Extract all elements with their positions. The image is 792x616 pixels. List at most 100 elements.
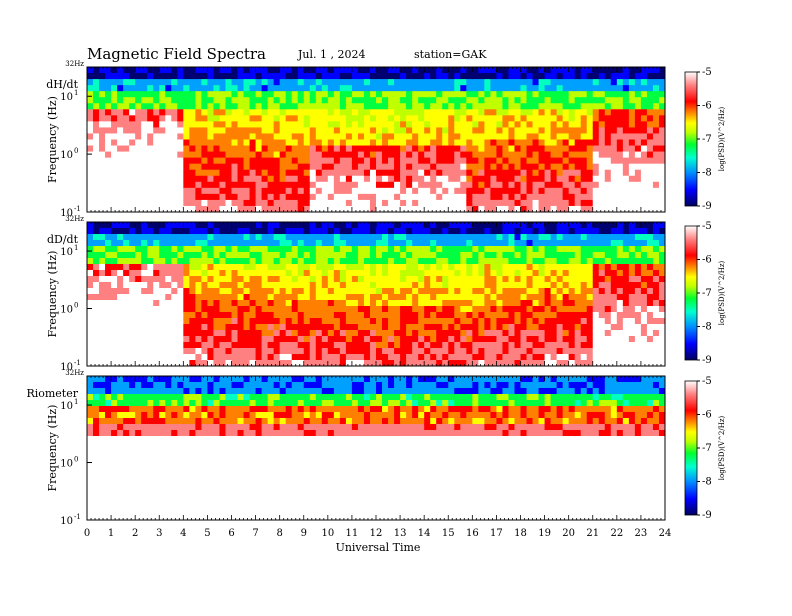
spectrogram-cell [514, 164, 521, 171]
spectrogram-cell [400, 270, 407, 277]
spectrogram-cell [328, 146, 335, 153]
spectrogram-cell [358, 294, 365, 301]
spectrogram-cell [189, 79, 196, 86]
spectrogram-cell [460, 264, 467, 271]
spectrogram-cell [165, 324, 172, 331]
spectrogram-cell [189, 288, 196, 295]
spectrogram-cell [514, 91, 521, 98]
spectrogram-cell [551, 288, 558, 295]
spectrogram-cell [460, 342, 467, 349]
spectrogram-cell [376, 354, 383, 361]
spectrogram-cell [388, 330, 395, 337]
spectrogram-cell [599, 312, 606, 319]
spectrogram-cell [153, 318, 160, 325]
spectrogram-cell [406, 330, 413, 337]
spectrogram-cell [165, 294, 172, 301]
spectrogram-cell [412, 152, 419, 159]
spectrogram-cell [490, 252, 497, 259]
spectrogram-cell [135, 228, 142, 235]
spectrogram-cell [376, 282, 383, 289]
spectrogram-cell [551, 312, 558, 319]
spectrogram-cell [340, 176, 347, 183]
spectrogram-cell [406, 97, 413, 104]
spectrogram-cell [551, 222, 558, 229]
spectrogram-cell [135, 140, 142, 147]
spectrogram-cell [340, 97, 347, 104]
spectrogram-cell [557, 67, 564, 74]
spectrogram-cell [605, 200, 612, 207]
spectrogram-cell [412, 276, 419, 283]
spectrogram-cell [141, 246, 148, 253]
spectrogram-cell [111, 85, 118, 92]
spectrogram-cell [430, 152, 437, 159]
spectrogram-cell [478, 115, 485, 122]
spectrogram-cell [424, 140, 431, 147]
spectrogram-cell [490, 176, 497, 183]
spectrogram-cell [533, 164, 540, 171]
spectrogram-cell [123, 97, 130, 104]
spectrogram-cell [545, 121, 552, 128]
spectrogram-cell [232, 158, 239, 165]
spectrogram-cell [587, 270, 594, 277]
spectrogram-cell [165, 258, 172, 265]
spectrogram-cell [334, 282, 341, 289]
spectrogram-cell [521, 288, 528, 295]
spectrogram-cell [250, 276, 257, 283]
spectrogram-cell [647, 182, 654, 189]
spectrogram-cell [322, 115, 329, 122]
spectrogram-cell [268, 270, 275, 277]
spectrogram-cell [298, 336, 305, 343]
spectrogram-cell [569, 146, 576, 153]
spectrogram-cell [406, 140, 413, 147]
spectrogram-cell [623, 85, 630, 92]
colorbar-tick-label: -7 [702, 134, 712, 145]
spectrogram-cell [346, 200, 353, 207]
spectrogram-cell [334, 152, 341, 159]
spectrogram-cell [322, 182, 329, 189]
spectrogram-cell [310, 121, 317, 128]
spectrogram-cell [454, 252, 461, 259]
spectrogram-cell [388, 146, 395, 153]
spectrogram-cell [171, 73, 178, 80]
spectrogram-cell [406, 228, 413, 235]
spectrogram-cell [232, 264, 239, 271]
spectrogram-cell [460, 133, 467, 140]
spectrogram-cell [508, 312, 515, 319]
spectrogram-cell [617, 342, 624, 349]
spectrogram-cell [587, 300, 594, 307]
spectrogram-cell [545, 282, 552, 289]
spectrogram-cell [521, 200, 528, 207]
spectrogram-cell [569, 234, 576, 241]
spectrogram-cell [310, 79, 317, 86]
spectrogram-cell [316, 188, 323, 195]
spectrogram-cell [141, 146, 148, 153]
spectrogram-cell [183, 252, 190, 259]
spectrogram-cell [316, 79, 323, 86]
spectrogram-cell [569, 85, 576, 92]
spectrogram-cell [99, 79, 106, 86]
spectrogram-cell [599, 152, 606, 159]
spectrogram-cell [93, 336, 100, 343]
spectrogram-cell [430, 234, 437, 241]
spectrogram-cell [207, 228, 214, 235]
spectrogram-cell [147, 115, 154, 122]
spectrogram-cell [466, 67, 473, 74]
spectrogram-cell [99, 342, 106, 349]
spectrogram-cell [454, 103, 461, 110]
spectrogram-cell [448, 342, 455, 349]
spectrogram-cell [508, 127, 515, 134]
spectrogram-cell [490, 152, 497, 159]
spectrogram-cell [370, 109, 377, 116]
spectrogram-cell [629, 282, 636, 289]
spectrogram-cell [394, 182, 401, 189]
spectrogram-cell [430, 79, 437, 86]
spectrogram-cell [436, 170, 443, 177]
spectrogram-cell [551, 176, 558, 183]
spectrogram-cell [201, 67, 208, 74]
spectrogram-cell [87, 109, 94, 116]
spectrogram-cell [111, 182, 118, 189]
spectrogram-cell [286, 348, 293, 355]
spectrogram-cell [292, 121, 299, 128]
spectrogram-cell [527, 252, 534, 259]
spectrogram-cell [617, 133, 624, 140]
